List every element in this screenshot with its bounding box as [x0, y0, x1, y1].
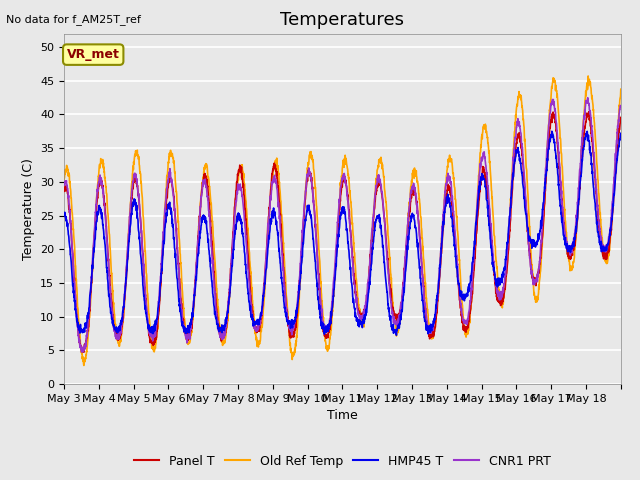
Old Ref Temp — [609, 192, 617, 198]
Panel T — [585, 109, 593, 115]
Panel T — [542, 180, 550, 186]
Old Ref Temp — [542, 175, 550, 181]
Panel T — [60, 187, 68, 193]
HMP45 T — [548, 128, 556, 134]
Old Ref Temp — [584, 73, 592, 79]
Panel T — [80, 349, 88, 355]
HMP45 T — [60, 211, 68, 216]
HMP45 T — [510, 161, 518, 167]
CNR1 PRT — [542, 165, 550, 171]
Line: HMP45 T: HMP45 T — [64, 131, 621, 335]
Panel T — [609, 200, 617, 205]
CNR1 PRT — [510, 149, 518, 155]
CNR1 PRT — [617, 104, 625, 109]
CNR1 PRT — [584, 95, 591, 101]
Title: Temperatures: Temperatures — [280, 11, 404, 29]
Line: Panel T: Panel T — [64, 112, 621, 352]
CNR1 PRT — [376, 178, 384, 183]
Old Ref Temp — [510, 135, 518, 141]
HMP45 T — [116, 323, 124, 329]
Y-axis label: Temperature (C): Temperature (C) — [22, 158, 35, 260]
Text: No data for f_AM25T_ref: No data for f_AM25T_ref — [6, 14, 141, 25]
HMP45 T — [609, 203, 617, 209]
CNR1 PRT — [78, 349, 86, 355]
Panel T — [116, 334, 124, 339]
Legend: Panel T, Old Ref Temp, HMP45 T, CNR1 PRT: Panel T, Old Ref Temp, HMP45 T, CNR1 PRT — [129, 450, 556, 473]
HMP45 T — [376, 215, 383, 221]
Panel T — [510, 163, 518, 168]
Old Ref Temp — [617, 86, 625, 92]
Old Ref Temp — [60, 177, 68, 182]
Old Ref Temp — [376, 156, 384, 162]
CNR1 PRT — [236, 184, 244, 190]
Old Ref Temp — [116, 339, 124, 345]
HMP45 T — [617, 131, 625, 136]
Panel T — [236, 163, 244, 169]
CNR1 PRT — [60, 183, 68, 189]
HMP45 T — [542, 172, 550, 178]
Text: VR_met: VR_met — [67, 48, 120, 61]
HMP45 T — [236, 214, 244, 220]
Panel T — [376, 181, 384, 187]
CNR1 PRT — [609, 183, 617, 189]
Old Ref Temp — [236, 167, 244, 173]
HMP45 T — [392, 332, 400, 338]
Old Ref Temp — [80, 362, 88, 368]
Line: CNR1 PRT: CNR1 PRT — [64, 98, 621, 352]
X-axis label: Time: Time — [327, 409, 358, 422]
Panel T — [617, 116, 625, 122]
Line: Old Ref Temp: Old Ref Temp — [64, 76, 621, 365]
CNR1 PRT — [116, 333, 124, 338]
